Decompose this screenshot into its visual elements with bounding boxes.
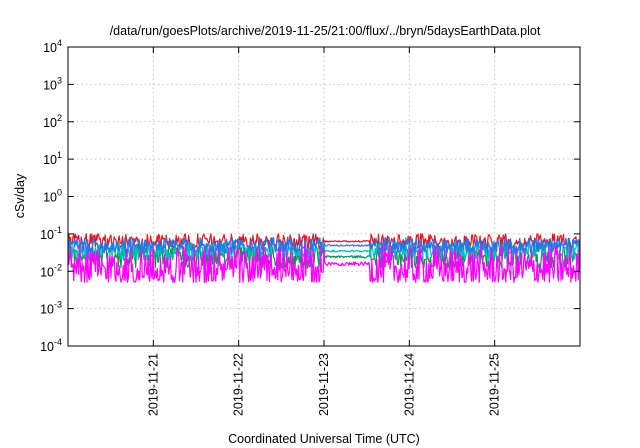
data-series-line: [67, 236, 581, 254]
x-axis-label: Coordinated Universal Time (UTC): [228, 432, 420, 446]
grid: [68, 47, 580, 346]
y-tick-label: 10-3: [40, 300, 62, 317]
y-tick-labels: 10-4 10-3 10-2 10-1 100 101 102 103 104: [40, 38, 62, 354]
y-tick-label: 10-4: [40, 337, 62, 354]
y-tick-label: 101: [43, 150, 62, 167]
y-tick-label: 10-1: [40, 225, 62, 242]
x-tick-label: 2019-11-24: [402, 353, 416, 416]
data-series-line: [67, 244, 581, 284]
y-tick-label: 102: [43, 113, 62, 130]
y-axis-label: cSv/day: [13, 173, 27, 218]
series-group: [67, 233, 581, 284]
x-tick-label: 2019-11-21: [146, 353, 160, 416]
chart-title: /data/run/goesPlots/archive/2019-11-25/2…: [110, 24, 541, 38]
y-tick-label: 100: [43, 188, 62, 205]
x-tick-label: 2019-11-22: [232, 353, 246, 416]
x-tick-label: 2019-11-23: [317, 353, 331, 416]
x-tick-label: 2019-11-25: [488, 353, 502, 416]
ticks: [68, 46, 580, 347]
y-tick-label: 10-2: [40, 262, 62, 279]
y-tick-label: 103: [43, 75, 62, 92]
y-tick-label: 104: [43, 38, 62, 55]
x-tick-labels: 2019-11-21 2019-11-22 2019-11-23 2019-11-24…: [146, 353, 501, 416]
